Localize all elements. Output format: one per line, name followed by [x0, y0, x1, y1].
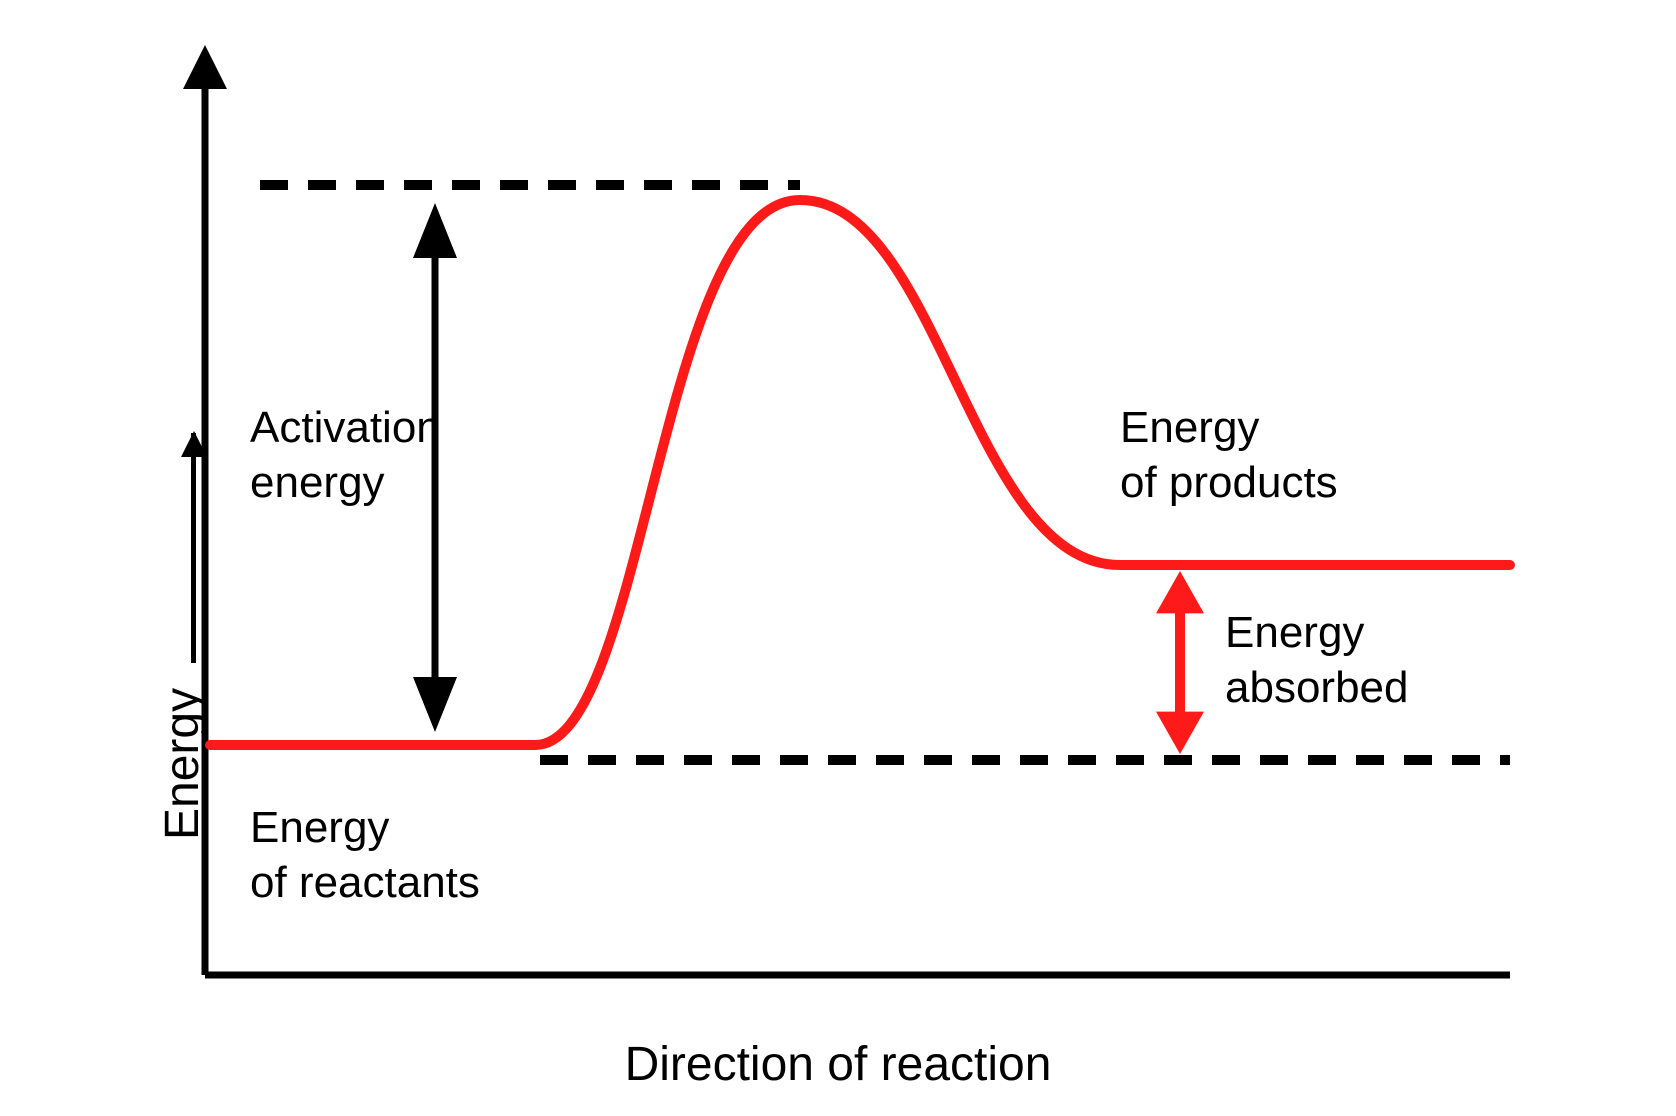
energy-diagram: Energy Direction of reaction Activation …	[0, 0, 1676, 1116]
energy-products-label: Energy of products	[1120, 400, 1338, 510]
activation-energy-line1: Activation	[250, 403, 441, 452]
energy-reactants-line2: of reactants	[250, 858, 480, 907]
diagram-svg	[0, 0, 1676, 1116]
energy-reactants-label: Energy of reactants	[250, 800, 480, 910]
energy-products-line2: of products	[1120, 458, 1338, 507]
energy-products-line1: Energy	[1120, 403, 1259, 452]
energy-absorbed-line1: Energy	[1225, 608, 1364, 657]
energy-absorbed-line2: absorbed	[1225, 663, 1408, 712]
activation-energy-label: Activation energy	[250, 400, 441, 510]
energy-reactants-line1: Energy	[250, 803, 389, 852]
activation-energy-line2: energy	[250, 458, 385, 507]
y-axis-text: Energy	[156, 688, 209, 840]
y-axis-arrow-line	[191, 433, 196, 663]
energy-absorbed-label: Energy absorbed	[1225, 605, 1408, 715]
x-axis-label: Direction of reaction	[0, 1035, 1676, 1095]
x-axis-text: Direction of reaction	[625, 1038, 1052, 1091]
y-axis-label: Energy	[155, 433, 210, 840]
